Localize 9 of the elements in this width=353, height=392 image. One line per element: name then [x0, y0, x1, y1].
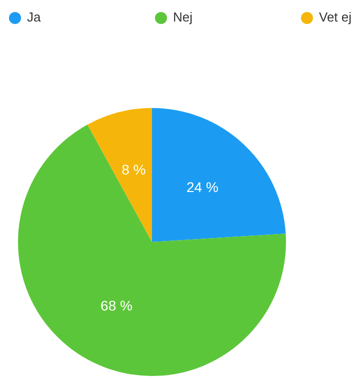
- data-label: 24 %: [186, 178, 218, 195]
- pie-slice: [87, 108, 152, 242]
- data-label: 68 %: [100, 297, 132, 314]
- data-label: 8 %: [122, 161, 146, 178]
- pie-slice: [152, 108, 286, 242]
- legend-label: Vet ej: [319, 9, 352, 24]
- pie-slice: [18, 124, 286, 376]
- legend-label: Nej: [173, 9, 193, 24]
- legend-label: Ja: [27, 9, 42, 24]
